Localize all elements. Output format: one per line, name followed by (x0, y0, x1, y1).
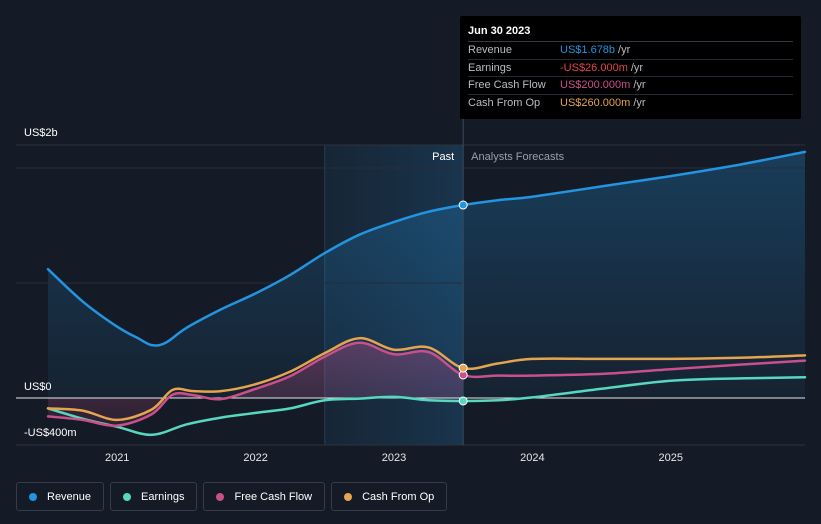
tooltip-row-revenue: Revenue US$1.678b /yr (468, 42, 793, 60)
earnings-dot-icon (123, 492, 132, 501)
y-axis-top-label: US$2b (24, 127, 58, 139)
tooltip-date: Jun 30 2023 (468, 24, 793, 42)
tooltip-row-value: -US$26.000m (560, 61, 628, 74)
tooltip-row-value: US$200.000m (560, 79, 631, 92)
cash-from-op-marker (458, 363, 468, 373)
tooltip-row-label: Revenue (468, 44, 513, 57)
x-tick-label: 2022 (243, 452, 267, 464)
legend-label: Revenue (47, 490, 92, 503)
free-cash-flow-line (46, 341, 807, 427)
legend-item-cash-from-op[interactable]: Cash From Op (331, 482, 448, 511)
tooltip-row-unit: /yr (633, 97, 646, 110)
tooltip-row-earnings: Earnings -US$26.000m /yr (468, 60, 793, 77)
earnings-marker (458, 396, 468, 406)
x-tick-label: 2023 (382, 452, 406, 464)
earnings-line (46, 376, 807, 437)
revenue-line (46, 150, 807, 347)
revenue-marker (458, 200, 468, 210)
legend-item-revenue[interactable]: Revenue (16, 482, 105, 511)
x-tick-label: 2025 (659, 452, 683, 464)
legend: Revenue Earnings Free Cash Flow Cash Fro… (16, 482, 448, 511)
x-tick-label: 2021 (105, 452, 129, 464)
revenue-area (48, 151, 805, 398)
past-region-label: Past (432, 151, 454, 163)
cash-from-op-dot-icon (344, 492, 353, 501)
tooltip-row-unit: /yr (633, 79, 646, 92)
free-cash-flow-area (48, 342, 464, 426)
legend-label: Free Cash Flow (234, 490, 313, 503)
y-axis-bottom-label: -US$400m (24, 427, 77, 439)
tooltip-row-unit: /yr (630, 61, 644, 74)
tooltip-row-label: Earnings (468, 61, 512, 74)
tooltip: Jun 30 2023 Revenue US$1.678b /yr Earnin… (460, 16, 801, 119)
forecast-region-label: Analysts Forecasts (471, 151, 564, 163)
tooltip-row-value: US$1.678b (560, 44, 616, 57)
tooltip-row-free-cash-flow: Free Cash Flow US$200.000m /yr (468, 77, 793, 95)
legend-item-earnings[interactable]: Earnings (110, 482, 198, 511)
y-axis-zero-label: US$0 (24, 381, 52, 393)
free-cash-flow-dot-icon (216, 492, 225, 501)
tooltip-row-label: Free Cash Flow (468, 79, 546, 92)
x-tick-label: 2024 (520, 452, 544, 464)
legend-label: Earnings (141, 490, 185, 503)
revenue-dot-icon (29, 492, 37, 501)
tooltip-row-value: US$260.000m (560, 97, 631, 110)
cash-from-op-line (46, 336, 807, 422)
legend-label: Cash From Op (362, 490, 435, 503)
chart-svg: US$2b US$0 -US$400m Past Analysts Foreca… (16, 118, 807, 464)
tooltip-row-cash-from-op: Cash From Op US$260.000m /yr (468, 95, 793, 113)
tooltip-row-unit: /yr (618, 44, 631, 57)
legend-item-free-cash-flow[interactable]: Free Cash Flow (203, 482, 326, 511)
tooltip-row-label: Cash From Op (468, 97, 541, 110)
